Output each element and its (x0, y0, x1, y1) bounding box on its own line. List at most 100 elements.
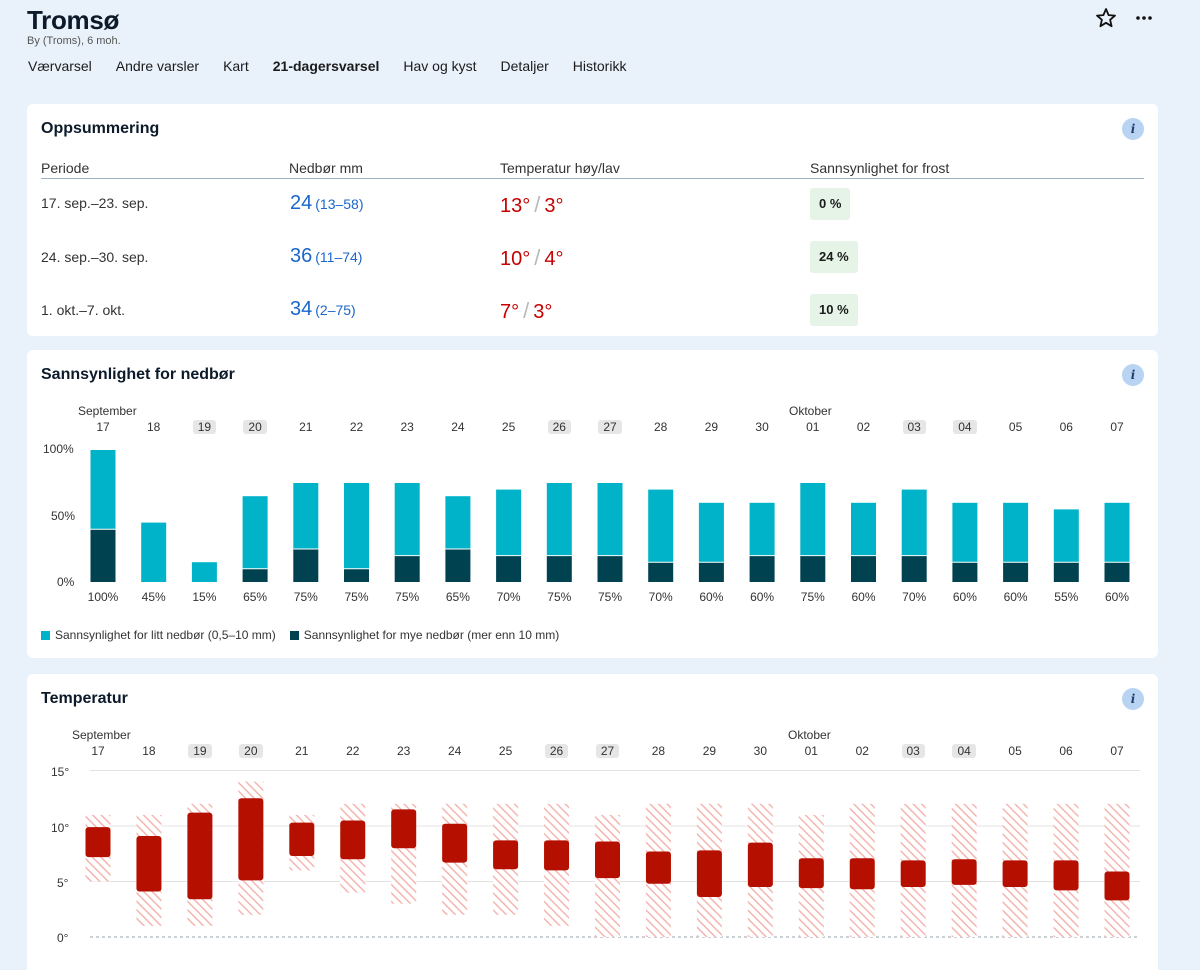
day-label: 01 (804, 744, 818, 758)
legend-swatch (289, 630, 299, 640)
precip-legend: Sannsynlighet for litt nedbør (0,5–10 mm… (41, 628, 573, 642)
day-label: 21 (295, 744, 309, 758)
temp-inner-range (849, 858, 875, 890)
day-label: 03 (893, 743, 933, 759)
temp-inner-range (696, 850, 722, 898)
bar-total-label: 75% (344, 590, 369, 604)
day-label: 25 (498, 744, 513, 758)
bar-total-label: 75% (597, 590, 623, 604)
day-label: 17 (91, 744, 105, 758)
bar-heavy-precip (90, 529, 116, 582)
bar-total-label: 75% (547, 590, 572, 604)
temp-inner-range (442, 823, 468, 863)
tab-nav: Værvarsel Andre varsler Kart 21-dagersva… (28, 58, 650, 74)
bar-total-label: 65% (243, 590, 268, 604)
y-tick-label: 100% (43, 442, 74, 456)
tab-historikk[interactable]: Historikk (572, 58, 627, 74)
tab-hav-og-kyst[interactable]: Hav og kyst (403, 58, 477, 74)
bar-total-label: 15% (192, 590, 217, 604)
row-period: 1. okt.–7. okt. (41, 302, 126, 318)
legend-label: Sannsynlighet for litt nedbør (0,5–10 mm… (55, 628, 276, 642)
day-label: 06 (1059, 420, 1073, 434)
bar-light-precip (293, 483, 319, 549)
col-frost: Sannsynlighet for frost (810, 160, 950, 176)
bar-total-label: 60% (750, 590, 775, 604)
day-label: 17 (96, 420, 110, 434)
bar-total-label: 45% (141, 590, 166, 604)
day-label: 28 (651, 744, 666, 758)
bar-light-precip (749, 502, 775, 556)
row-temp: 13°/3° (500, 192, 564, 217)
temp-chart-plot (85, 770, 1140, 938)
legend-item-light: Sannsynlighet for litt nedbør (0,5–10 mm… (41, 628, 276, 642)
day-label: 23 (397, 744, 411, 758)
bar-total-label: 60% (851, 590, 876, 604)
info-icon[interactable]: i (1122, 118, 1144, 140)
bar-heavy-precip (901, 555, 927, 582)
info-icon[interactable]: i (1122, 364, 1144, 386)
temp-chart-title: Temperatur (41, 690, 128, 707)
temp-inner-range (1002, 860, 1028, 888)
bar-heavy-precip (344, 568, 369, 582)
bar-total-label: 60% (1003, 590, 1028, 604)
day-label: 22 (349, 420, 364, 434)
day-label: 22 (346, 744, 360, 758)
temp-inner-range (136, 835, 162, 892)
tab-andre-varsler[interactable]: Andre varsler (115, 58, 200, 74)
row-period: 24. sep.–30. sep. (41, 249, 149, 265)
temp-inner-range (595, 841, 620, 879)
tab-kart[interactable]: Kart (223, 58, 249, 74)
temp-inner-range (391, 809, 417, 849)
temp-low: 3° (544, 195, 564, 217)
frost-badge: 24 % (810, 241, 858, 273)
star-icon[interactable] (1094, 6, 1118, 30)
day-label: 29 (702, 744, 717, 758)
bar-total-label: 75% (800, 590, 825, 604)
day-label: 24 (447, 744, 462, 758)
bar-light-precip (344, 483, 369, 569)
row-period: 17. sep.–23. sep. (41, 195, 149, 211)
month-label-september: September (78, 404, 137, 418)
bar-light-precip (546, 483, 572, 556)
day-label: 27 (588, 743, 628, 759)
month-label-oktober: Oktober (789, 404, 832, 418)
page-title: Tromsø (27, 5, 120, 35)
summary-card: Oppsummering i Periode Nedbør mm Tempera… (27, 104, 1158, 336)
precip-range: (11–74) (315, 249, 363, 265)
tab-vaervarsel[interactable]: Værvarsel (28, 58, 92, 74)
precip-value: 24 (290, 192, 313, 214)
temp-card: Temperatur i September Oktober 15° 10° 5… (27, 674, 1158, 970)
tab-21-dagersvarsel[interactable]: 21-dagersvarsel (272, 58, 380, 74)
bar-light-precip (445, 496, 471, 549)
precip-chart-plot (90, 450, 1130, 582)
day-label: 05 (1008, 420, 1023, 434)
bar-total-label: 60% (699, 590, 724, 604)
info-icon[interactable]: i (1122, 688, 1144, 710)
day-label: 18 (147, 420, 161, 434)
precip-range: (2–75) (315, 302, 356, 318)
bar-light-precip (394, 483, 420, 556)
row-precip: 36 (11–74) (290, 245, 362, 268)
precip-range: (13–58) (315, 196, 364, 212)
bar-heavy-precip (394, 555, 420, 582)
y-tick-label: 5° (57, 876, 69, 890)
more-icon[interactable] (1132, 6, 1156, 30)
tab-detaljer[interactable]: Detaljer (500, 58, 549, 74)
bar-light-precip (648, 489, 674, 563)
day-label: 26 (539, 419, 579, 435)
temp-inner-range (493, 840, 519, 870)
day-label: 04 (945, 419, 985, 435)
legend-label: Sannsynlighet for mye nedbør (mer enn 10… (303, 628, 560, 642)
y-tick-label: 15° (51, 765, 70, 779)
day-label: 30 (753, 744, 768, 758)
bar-light-precip (800, 483, 826, 556)
bar-light-precip (597, 483, 623, 556)
bar-light-precip (141, 522, 167, 582)
day-label: 23 (400, 420, 414, 434)
bar-heavy-precip (800, 555, 826, 582)
temp-inner-range (187, 812, 213, 900)
temp-inner-range (289, 822, 315, 856)
temp-inner-range (951, 859, 977, 885)
bar-total-label: 75% (293, 590, 318, 604)
bar-light-precip (851, 502, 876, 556)
